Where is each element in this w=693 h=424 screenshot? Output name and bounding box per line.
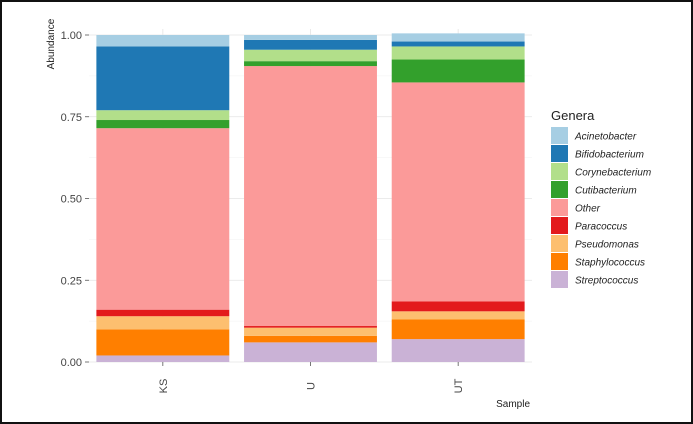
bar-segment-cutibacterium-u [244, 61, 377, 67]
legend: Genera Acinetobacter Bifidobacterium Coryn… [551, 108, 651, 288]
bar-segment-staphylococcus-ut [391, 319, 525, 340]
legend-label-paracoccus: Paracoccus [575, 222, 627, 233]
legend-label-other: Other [575, 204, 601, 215]
legend-label-corynebacterium: Corynebacterium [575, 168, 651, 179]
legend-label-acinetobacter: Acinetobacter [574, 132, 637, 143]
bar-segment-acinetobacter-ks [96, 35, 230, 47]
legend-key-paracoccus [551, 217, 568, 234]
y-tick-label: 0.00 [61, 357, 82, 369]
x-tick-label: KS [158, 379, 170, 394]
y-axis-title: Abundance [46, 18, 57, 69]
bar-segment-corynebacterium-ut [391, 46, 525, 60]
legend-key-bifidobacterium [551, 145, 568, 162]
legend-title: Genera [551, 108, 595, 123]
bar-segment-streptococcus-u [244, 342, 377, 362]
legend-key-other [551, 199, 568, 216]
bar-segment-paracoccus-ks [96, 309, 230, 317]
bar-segment-staphylococcus-u [244, 335, 377, 343]
legend-key-cutibacterium [551, 181, 568, 198]
legend-label-pseudomonas: Pseudomonas [575, 240, 639, 251]
bar-segment-bifidobacterium-ks [96, 46, 230, 111]
bar-segment-pseudomonas-ks [96, 316, 230, 330]
x-tick-label: UT [453, 378, 465, 393]
bar-segment-cutibacterium-ut [391, 59, 525, 83]
bar-segment-corynebacterium-u [244, 49, 377, 62]
x-tick-label: U [306, 382, 318, 390]
x-axis-title: Sample [496, 399, 530, 410]
x-axis: KS U UT [158, 362, 465, 393]
bar-segment-other-u [244, 66, 377, 327]
legend-key-pseudomonas [551, 235, 568, 252]
bar-segment-other-ks [96, 128, 230, 310]
y-axis: 0.00 0.25 0.50 0.75 1.00 [61, 30, 89, 369]
bar-segment-cutibacterium-ks [96, 120, 230, 129]
y-tick-label: 1.00 [61, 30, 82, 42]
bar-segment-paracoccus-u [244, 326, 377, 328]
bar-segment-other-ut [391, 82, 525, 302]
legend-key-staphylococcus [551, 253, 568, 270]
legend-label-cutibacterium: Cutibacterium [575, 186, 637, 197]
bar-segment-pseudomonas-u [244, 327, 377, 336]
bar-segment-streptococcus-ks [96, 355, 230, 362]
legend-label-bifidobacterium: Bifidobacterium [575, 150, 644, 161]
legend-key-acinetobacter [551, 127, 568, 144]
legend-label-staphylococcus: Staphylococcus [575, 258, 645, 269]
bar-segment-paracoccus-ut [391, 301, 525, 312]
bar-segment-acinetobacter-u [244, 35, 377, 40]
bar-segment-acinetobacter-ut [391, 33, 525, 42]
legend-key-corynebacterium [551, 163, 568, 180]
bar-segment-bifidobacterium-u [244, 39, 377, 50]
bar-segment-bifidobacterium-ut [391, 41, 525, 47]
legend-label-streptococcus: Streptococcus [575, 276, 638, 287]
bar-segment-corynebacterium-ks [96, 110, 230, 121]
y-tick-label: 0.50 [61, 194, 82, 206]
legend-key-streptococcus [551, 271, 568, 288]
bar-segment-pseudomonas-ut [391, 311, 525, 320]
bars-layer [96, 33, 525, 362]
bar-segment-staphylococcus-ks [96, 329, 230, 356]
bar-segment-streptococcus-ut [391, 339, 525, 362]
y-tick-label: 0.75 [61, 112, 82, 124]
y-tick-label: 0.25 [61, 275, 82, 287]
